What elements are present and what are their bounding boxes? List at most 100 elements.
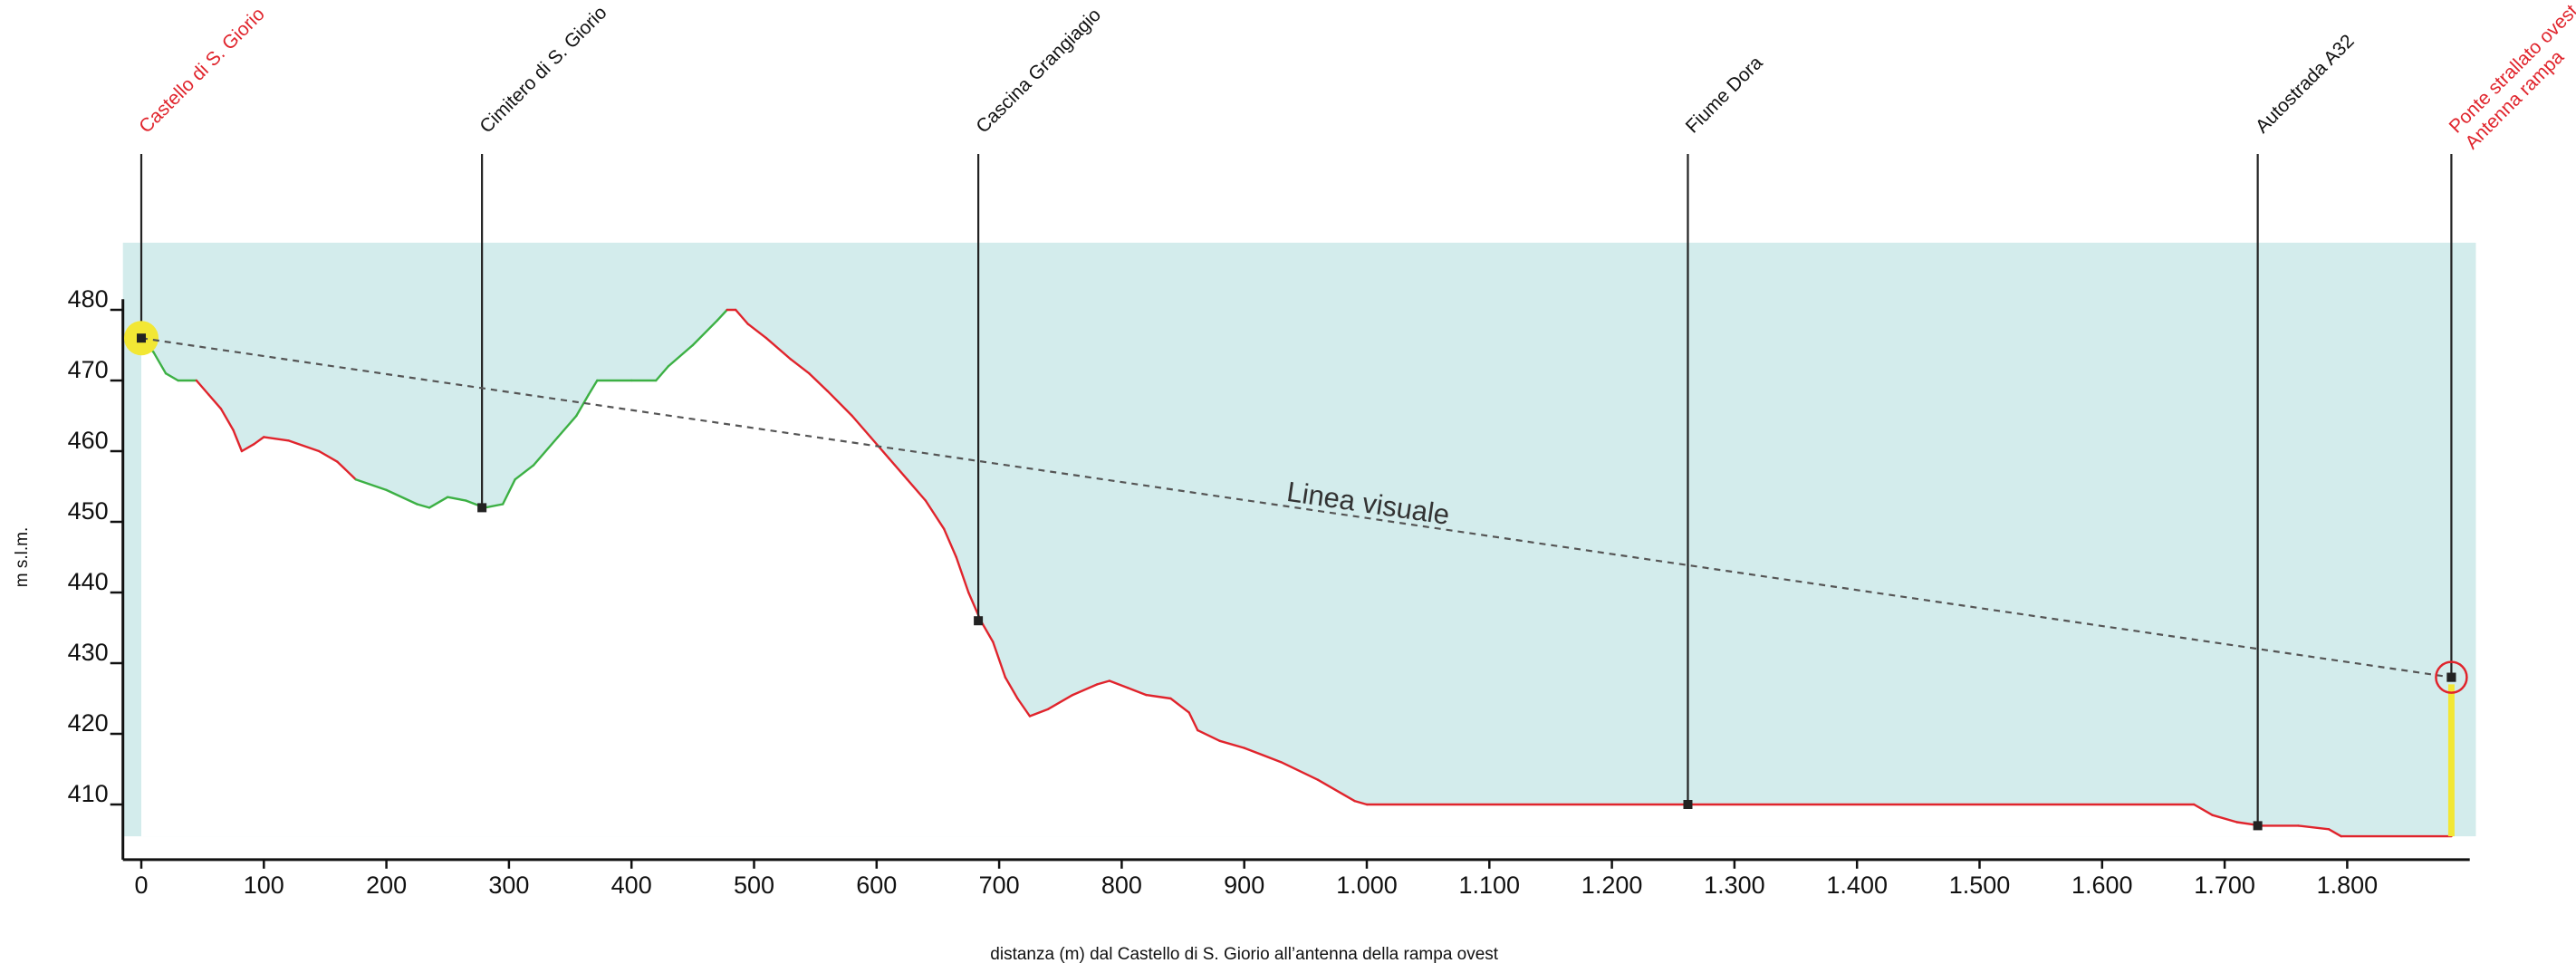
terrain-segment: [501, 478, 516, 506]
y-tick-label: 430: [68, 639, 109, 666]
marker-label-line: Castello di S. Giorio: [135, 4, 268, 137]
terrain-segment: [764, 337, 793, 361]
terrain-segment: [416, 503, 431, 509]
x-tick-label: 900: [1224, 872, 1264, 899]
terrain-segment: [514, 464, 535, 481]
terrain-segment: [1353, 799, 1369, 806]
terrain-segment: [336, 460, 357, 481]
terrain-segment: [716, 308, 728, 322]
x-tick-label: 400: [611, 872, 652, 899]
terrain-segment: [1072, 683, 1099, 697]
x-tick-label: 500: [734, 872, 774, 899]
terrain-segment: [195, 379, 210, 396]
x-tick-label: 1.400: [1826, 872, 1888, 899]
x-tick-label: 1.500: [1949, 872, 2011, 899]
terrain-segment: [385, 488, 418, 506]
x-tick-label: 1.600: [2071, 872, 2133, 899]
terrain-segment: [164, 372, 179, 382]
terrain-segment: [2211, 814, 2238, 824]
terrain-segment: [691, 319, 719, 347]
terrain-segment: [1016, 697, 1032, 718]
terrain-segment: [1004, 676, 1019, 700]
terrain-segment: [667, 343, 695, 368]
terrain-segment: [354, 478, 388, 492]
terrain-segment: [1145, 693, 1172, 700]
terrain-segment: [1028, 708, 1050, 718]
terrain-segment: [1197, 728, 1221, 742]
x-tick-label: 300: [488, 872, 529, 899]
marker-label: Fiume Dora: [1682, 52, 1767, 137]
terrain-segment: [1047, 693, 1074, 710]
terrain-segment: [2193, 803, 2214, 816]
y-tick-label: 460: [68, 427, 109, 454]
terrain-segment: [955, 555, 970, 594]
marker-point: [1683, 800, 1693, 809]
x-tick-label: 0: [134, 872, 148, 899]
y-axis-title: m s.l.m.: [13, 527, 32, 588]
marker-label: Ponte strallato ovestAntenna rampa: [2446, 1, 2576, 154]
terrain-segment: [2327, 828, 2342, 838]
terrain-segment: [924, 499, 946, 530]
target-point: [2446, 672, 2456, 682]
marker-label-line: Cascina Grangiagio: [972, 5, 1105, 138]
terrain-segment: [826, 390, 853, 418]
terrain-segment: [483, 503, 505, 509]
x-tick-label: 1.800: [2317, 872, 2379, 899]
y-tick-label: 480: [68, 285, 109, 313]
x-axis-title: distanza (m) dal Castello di S. Giorio a…: [990, 945, 1498, 964]
marker-label-line: Cimitero di S. Giorio: [476, 2, 610, 137]
marker-label: Castello di S. Giorio: [135, 4, 268, 137]
x-tick-label: 100: [244, 872, 284, 899]
terrain-segment: [207, 393, 223, 410]
terrain-segment: [808, 372, 829, 392]
marker-point: [974, 616, 984, 626]
terrain-ground-fill: [141, 310, 2452, 837]
terrain-segment: [240, 443, 255, 453]
terrain-segment: [263, 436, 290, 442]
x-tick-label: 1.700: [2194, 872, 2255, 899]
terrain-segment: [1096, 679, 1111, 686]
observer-point: [137, 333, 146, 343]
terrain-segment: [532, 436, 560, 467]
terrain-segment: [906, 478, 928, 502]
y-tick-label: 410: [68, 780, 109, 807]
x-tick-label: 600: [856, 872, 897, 899]
marker-point: [2253, 821, 2263, 831]
terrain-segment: [447, 496, 467, 502]
terrain-segment: [219, 408, 235, 431]
terrain-segment: [556, 414, 578, 438]
y-tick-label: 420: [68, 709, 109, 737]
terrain-segment: [587, 379, 599, 396]
marker-label: Cimitero di S. Giorio: [476, 2, 610, 137]
x-tick-label: 800: [1101, 872, 1142, 899]
terrain-segment: [992, 641, 1007, 679]
y-tick-label: 470: [68, 356, 109, 383]
x-tick-label: 1.100: [1459, 872, 1521, 899]
marker-label-line: Autostrada A32: [2252, 31, 2359, 138]
target-highlight: [2435, 660, 2468, 694]
terrain-segment: [232, 429, 244, 453]
marker-label: Autostrada A32: [2252, 31, 2359, 138]
marker-label-line: Fiume Dora: [1682, 52, 1767, 137]
terrain-segment: [655, 365, 669, 382]
terrain-segment: [735, 308, 749, 325]
terrain-segment: [1169, 697, 1191, 714]
terrain-segment: [1126, 687, 1148, 697]
terrain-segment: [943, 527, 957, 559]
terrain-segment: [152, 351, 168, 375]
terrain-segment: [1187, 711, 1199, 732]
y-tick-label: 450: [68, 497, 109, 525]
terrain-segment: [1108, 679, 1129, 689]
terrain-segment: [789, 358, 811, 375]
marker-point: [477, 503, 487, 513]
terrain-segment: [869, 436, 890, 459]
x-tick-label: 1.300: [1704, 872, 1765, 899]
x-tick-label: 700: [979, 872, 1020, 899]
terrain-segment: [253, 436, 265, 446]
x-tick-label: 1.200: [1581, 872, 1643, 899]
terrain-segment: [1243, 747, 1283, 764]
terrain-segment: [428, 496, 449, 509]
terrain-segment: [575, 393, 591, 418]
